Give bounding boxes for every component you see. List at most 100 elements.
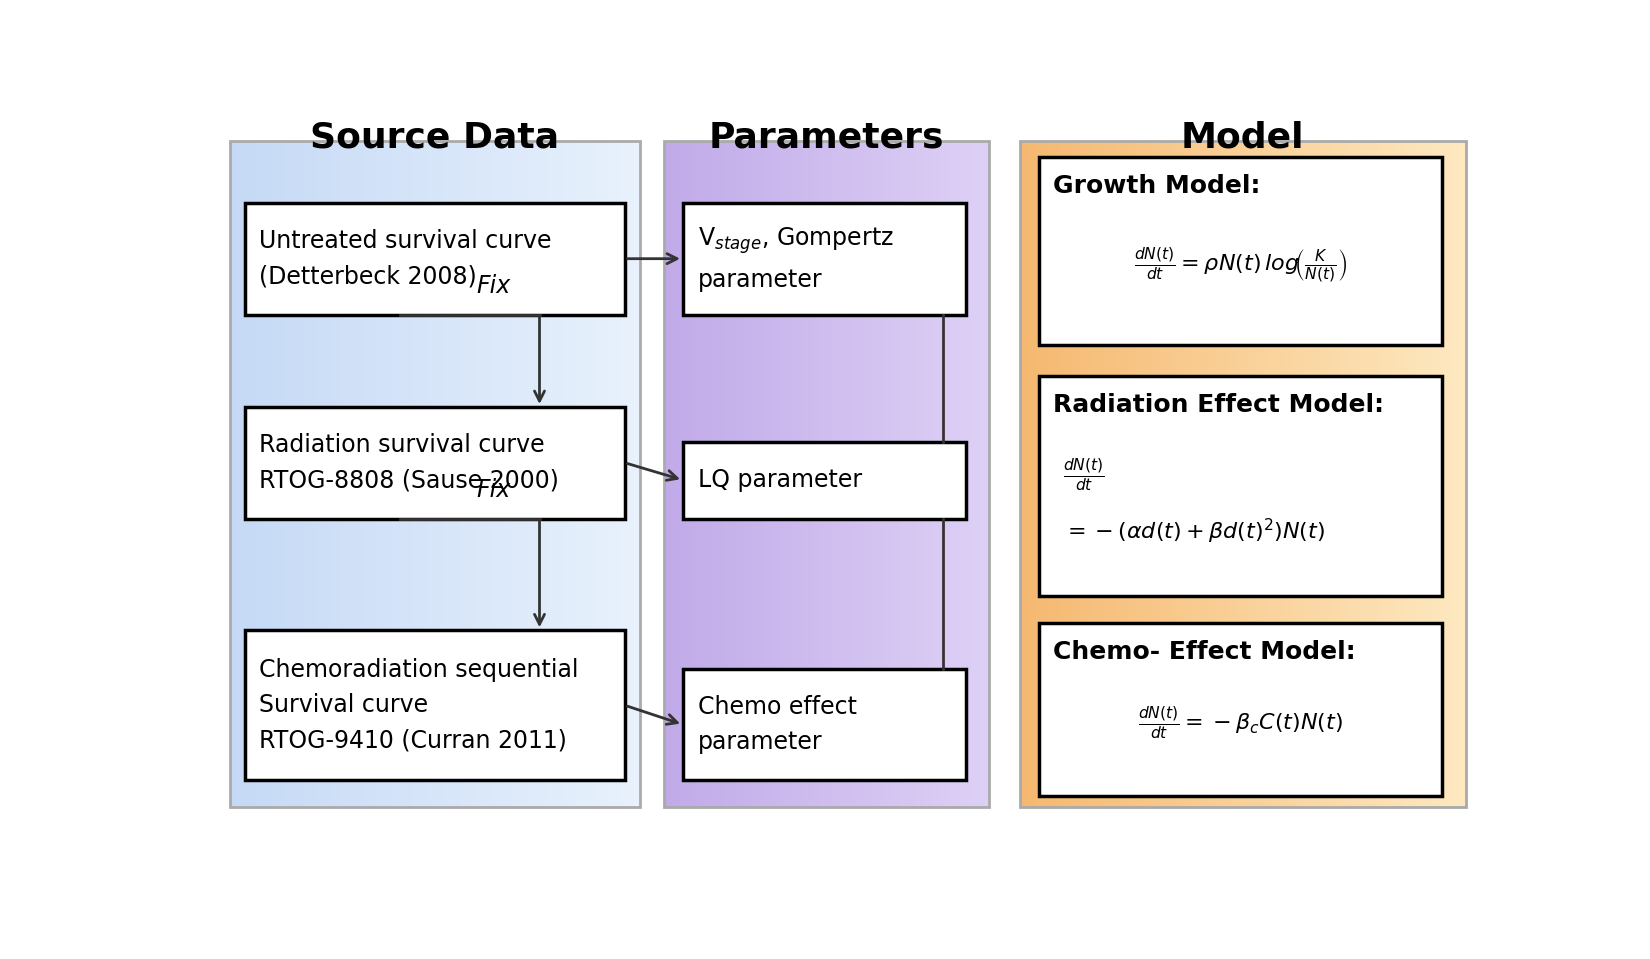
Bar bbox=[280, 141, 284, 807]
Bar bbox=[977, 141, 980, 807]
Bar bbox=[244, 630, 625, 781]
Bar bbox=[287, 141, 289, 807]
Bar bbox=[332, 141, 335, 807]
Bar bbox=[939, 141, 940, 807]
Bar bbox=[1320, 141, 1323, 807]
Bar bbox=[832, 141, 833, 807]
Bar bbox=[1299, 141, 1302, 807]
Bar bbox=[1231, 141, 1234, 807]
Bar bbox=[904, 141, 906, 807]
Text: Radiation Effect Model:: Radiation Effect Model: bbox=[1053, 393, 1384, 417]
Bar bbox=[950, 141, 952, 807]
Bar bbox=[1365, 141, 1368, 807]
Bar bbox=[734, 141, 736, 807]
Bar bbox=[1388, 141, 1391, 807]
Bar bbox=[713, 141, 714, 807]
Bar bbox=[523, 141, 526, 807]
Bar bbox=[721, 141, 723, 807]
Bar bbox=[459, 141, 462, 807]
Bar bbox=[1119, 141, 1120, 807]
Bar bbox=[1363, 141, 1366, 807]
Bar bbox=[728, 141, 729, 807]
Bar bbox=[705, 141, 706, 807]
Bar bbox=[723, 141, 724, 807]
Bar bbox=[1252, 141, 1254, 807]
Bar bbox=[1452, 141, 1455, 807]
Bar bbox=[1417, 141, 1419, 807]
Text: LQ parameter: LQ parameter bbox=[698, 468, 863, 492]
Bar bbox=[340, 141, 343, 807]
Bar bbox=[1198, 141, 1201, 807]
Bar bbox=[478, 141, 480, 807]
Bar bbox=[741, 141, 744, 807]
Text: V$_{stage}$, Gompertz
parameter: V$_{stage}$, Gompertz parameter bbox=[698, 225, 894, 292]
Text: Parameters: Parameters bbox=[708, 121, 944, 154]
Bar bbox=[355, 141, 356, 807]
Bar bbox=[1457, 141, 1459, 807]
Bar bbox=[262, 141, 264, 807]
Bar bbox=[799, 141, 800, 807]
Bar bbox=[1256, 141, 1259, 807]
Bar bbox=[1304, 141, 1305, 807]
Bar bbox=[492, 141, 495, 807]
Bar bbox=[685, 141, 686, 807]
Bar bbox=[909, 141, 911, 807]
Bar bbox=[1127, 141, 1130, 807]
Bar bbox=[861, 141, 865, 807]
Bar bbox=[949, 141, 950, 807]
Bar bbox=[1338, 141, 1341, 807]
Bar bbox=[285, 141, 287, 807]
Bar bbox=[1107, 141, 1109, 807]
Bar bbox=[794, 141, 795, 807]
Bar bbox=[746, 141, 749, 807]
Bar bbox=[1236, 141, 1239, 807]
Bar bbox=[833, 141, 835, 807]
Bar bbox=[1355, 141, 1356, 807]
Bar bbox=[1145, 141, 1147, 807]
Bar bbox=[513, 141, 515, 807]
Bar bbox=[678, 141, 680, 807]
Bar bbox=[1040, 376, 1442, 596]
Bar bbox=[244, 203, 625, 315]
Bar bbox=[810, 141, 812, 807]
Bar bbox=[266, 141, 269, 807]
Bar bbox=[568, 141, 571, 807]
Bar bbox=[516, 141, 520, 807]
Bar bbox=[1196, 141, 1198, 807]
Bar bbox=[472, 141, 474, 807]
Bar bbox=[573, 141, 574, 807]
Bar bbox=[871, 141, 874, 807]
Bar bbox=[700, 141, 701, 807]
Bar bbox=[883, 141, 886, 807]
Bar bbox=[1102, 141, 1106, 807]
Bar bbox=[515, 141, 518, 807]
Bar bbox=[853, 141, 855, 807]
Bar bbox=[683, 441, 965, 519]
Bar bbox=[888, 141, 889, 807]
Bar bbox=[914, 141, 916, 807]
Bar bbox=[1267, 141, 1270, 807]
Bar bbox=[706, 141, 708, 807]
Bar bbox=[248, 141, 251, 807]
Bar bbox=[972, 141, 973, 807]
Bar bbox=[1096, 141, 1099, 807]
Bar bbox=[1101, 141, 1102, 807]
Bar bbox=[962, 141, 964, 807]
Bar bbox=[1152, 141, 1153, 807]
Bar bbox=[388, 141, 389, 807]
Bar bbox=[229, 141, 233, 807]
Bar bbox=[304, 141, 305, 807]
Bar bbox=[370, 141, 371, 807]
Bar bbox=[389, 141, 393, 807]
Bar bbox=[1373, 141, 1374, 807]
Bar bbox=[663, 141, 988, 807]
Bar bbox=[1274, 141, 1277, 807]
Bar bbox=[726, 141, 728, 807]
Bar bbox=[1071, 141, 1074, 807]
Bar bbox=[822, 141, 823, 807]
Bar bbox=[1046, 141, 1049, 807]
Bar bbox=[1150, 141, 1152, 807]
Bar bbox=[823, 141, 825, 807]
Bar bbox=[1087, 141, 1089, 807]
Bar bbox=[922, 141, 924, 807]
